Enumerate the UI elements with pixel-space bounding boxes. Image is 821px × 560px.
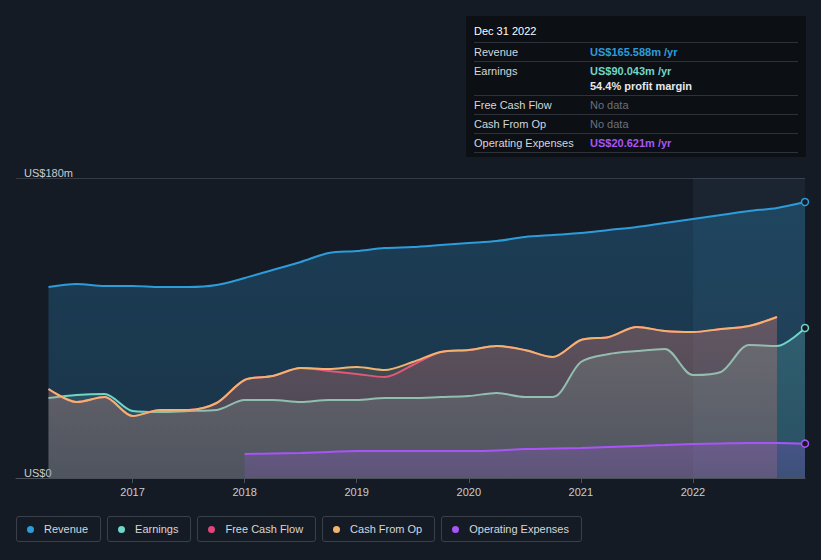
svg-text:2022: 2022	[681, 486, 705, 498]
svg-text:2021: 2021	[569, 486, 593, 498]
svg-text:2018: 2018	[232, 486, 256, 498]
html-text:Cash From Op: Cash From Op	[350, 523, 423, 535]
html-text:No data: No data	[590, 118, 629, 130]
html-text:Operating Expenses: Operating Expenses	[469, 523, 569, 535]
svg-text:US$180m: US$180m	[24, 167, 73, 179]
html-text:Operating Expenses: Operating Expenses	[474, 137, 574, 149]
html-text:Cash From Op: Cash From Op	[474, 118, 547, 130]
html-text:Free Cash Flow: Free Cash Flow	[225, 523, 304, 535]
svg-text:2019: 2019	[344, 486, 368, 498]
html-text:Earnings: Earnings	[135, 523, 179, 535]
html-text:US$165.588m /yr: US$165.588m /yr	[590, 46, 678, 58]
html-text:US$90.043m /yr: US$90.043m /yr	[590, 65, 672, 77]
svg-text:2017: 2017	[120, 486, 144, 498]
html-text:US$20.621m /yr: US$20.621m /yr	[590, 137, 672, 149]
svg-text:US$0: US$0	[24, 467, 52, 479]
svg-text:2020: 2020	[457, 486, 481, 498]
html-text:Revenue: Revenue	[474, 46, 518, 58]
html-text:Revenue: Revenue	[44, 523, 88, 535]
html-text:Free Cash Flow: Free Cash Flow	[474, 99, 552, 111]
html-text:Dec 31 2022: Dec 31 2022	[474, 25, 537, 37]
html-text:No data: No data	[590, 99, 629, 111]
html-text:54.4% profit margin: 54.4% profit margin	[590, 80, 693, 92]
html-text:Earnings: Earnings	[474, 65, 518, 77]
